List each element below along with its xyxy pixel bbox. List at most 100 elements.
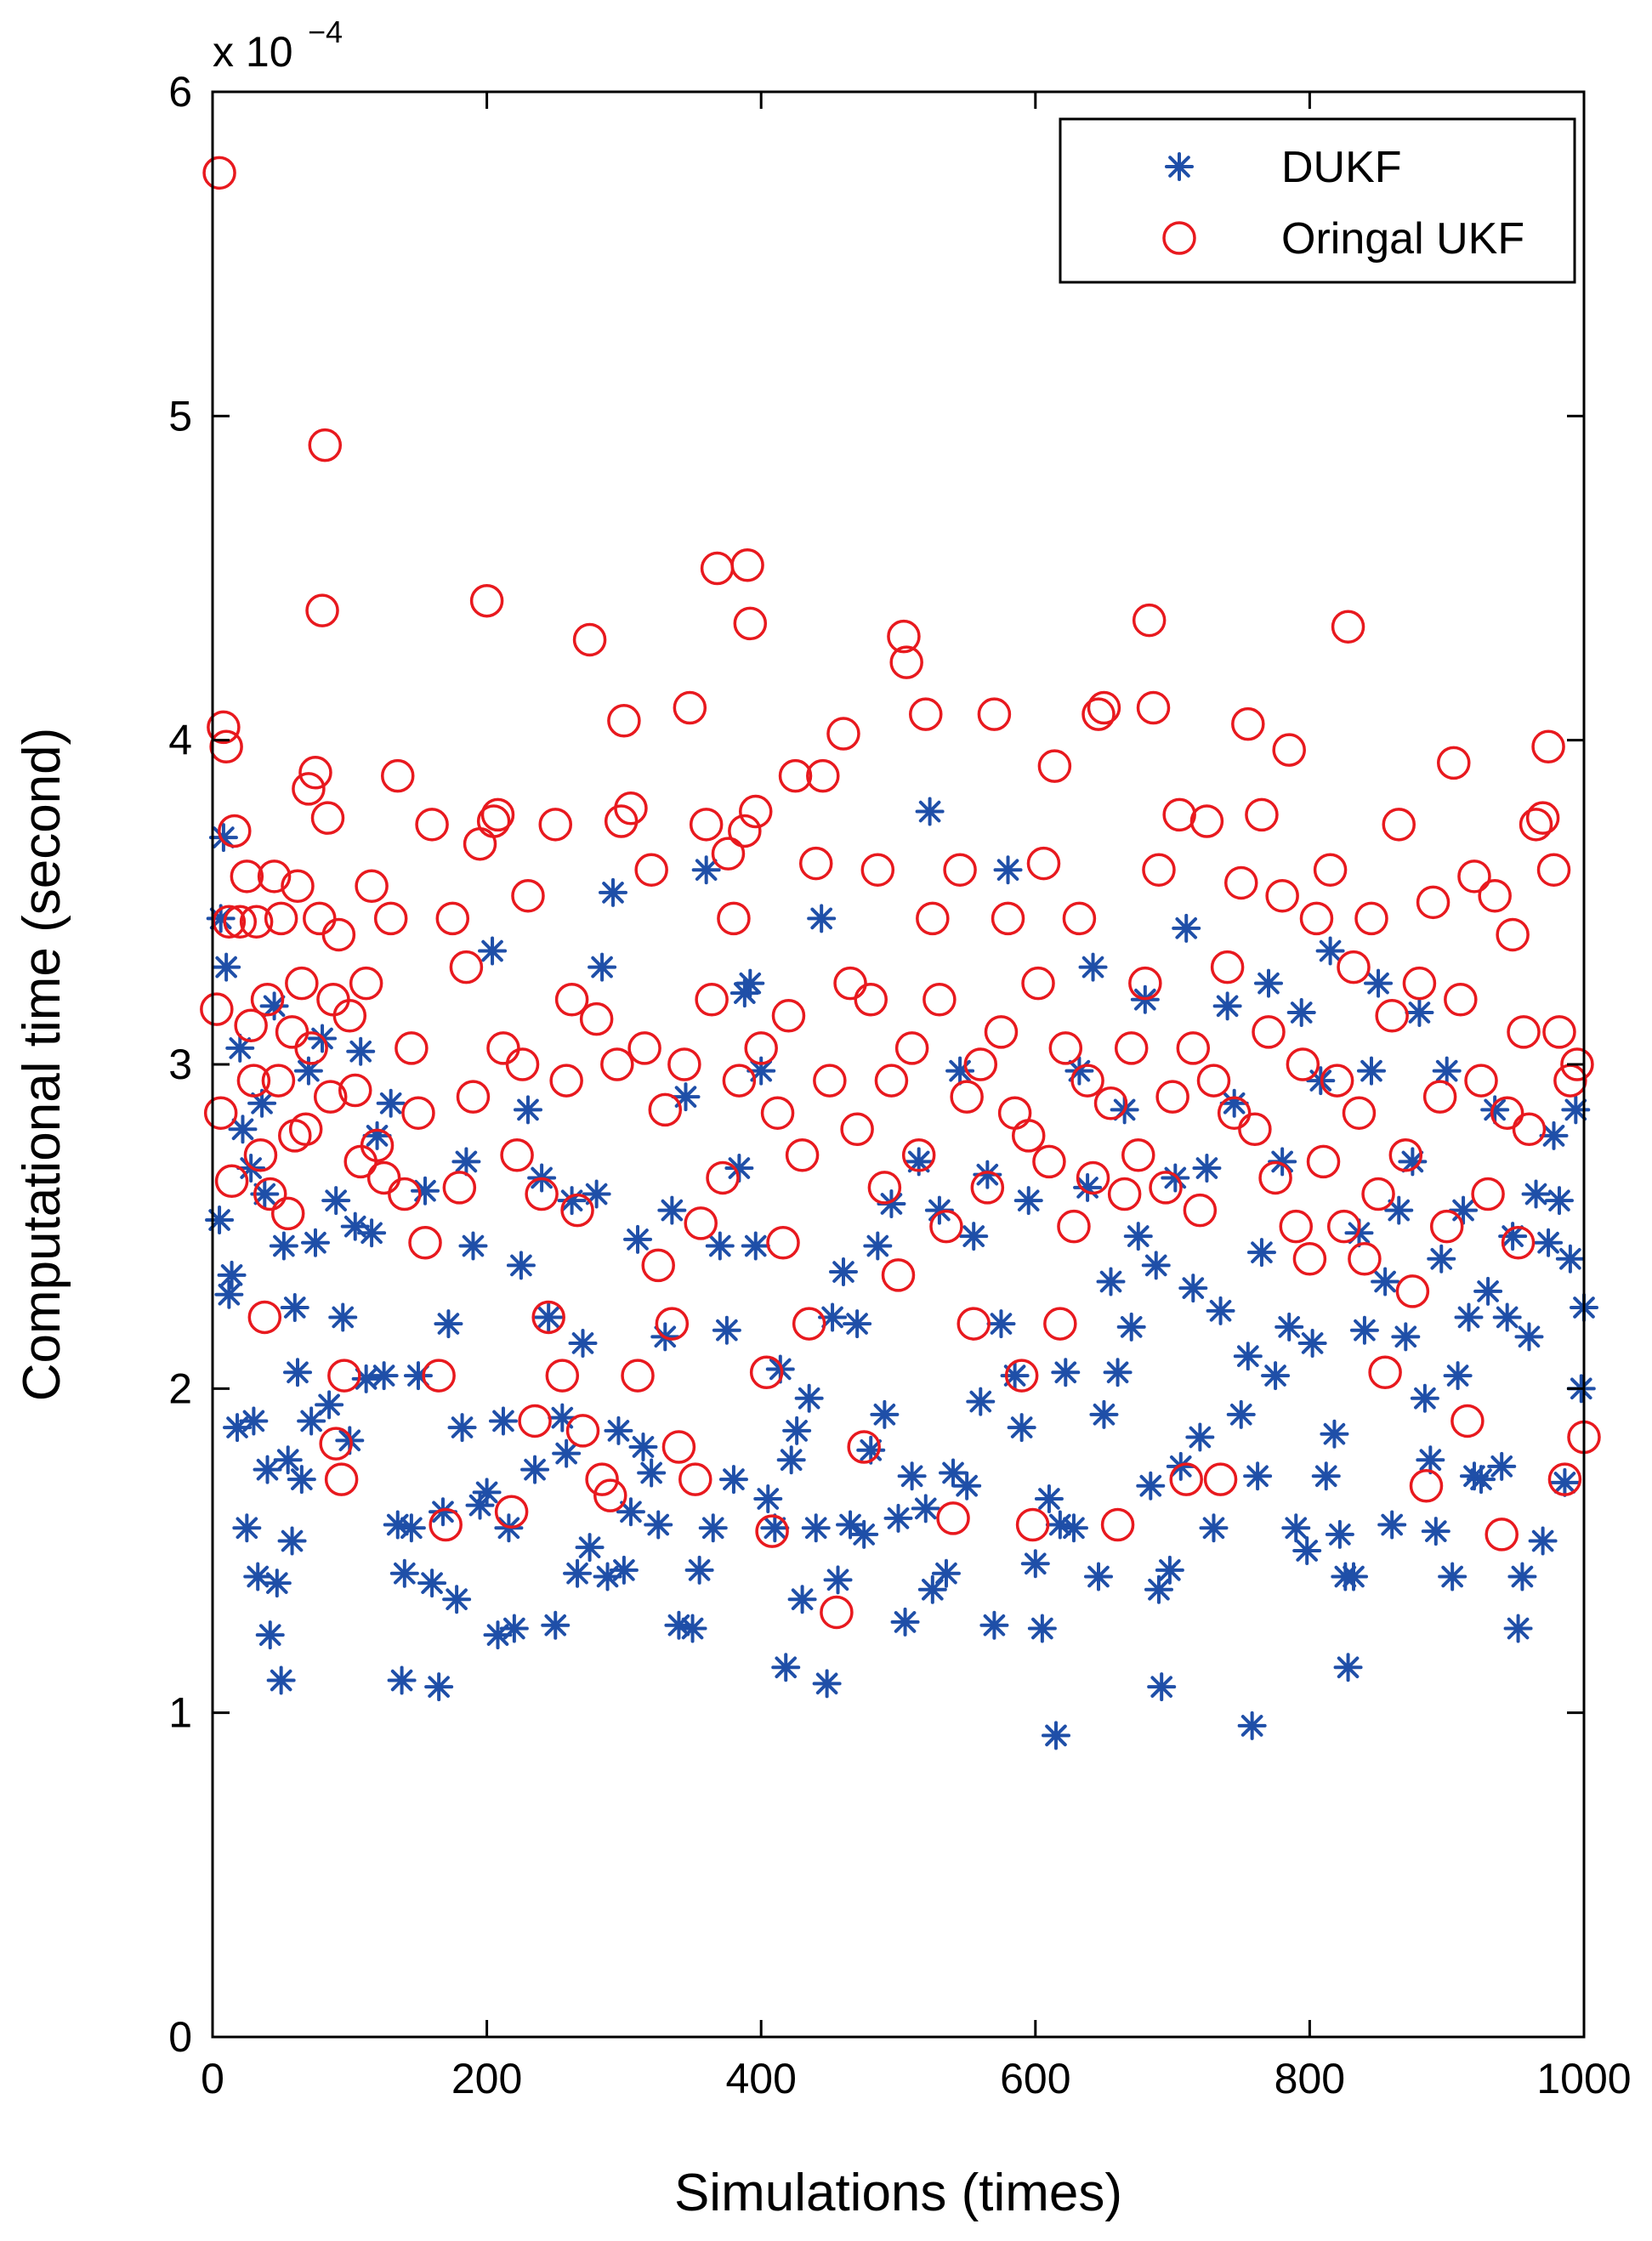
data-point-oringal-ukf [1183,1193,1218,1228]
data-point-oringal-ukf [689,808,724,842]
data-point-oringal-ukf [1320,1064,1354,1098]
data-point-oringal-ukf [950,1080,984,1114]
data-point-oringal-ukf [257,860,292,894]
data-point-dukf [1410,1383,1439,1413]
data-point-dukf [890,1607,920,1637]
data-point-oringal-ukf [250,982,285,1017]
data-point-dukf [1144,1574,1173,1604]
data-point-oringal-ukf [456,1080,491,1114]
data-point-dukf [671,1082,701,1112]
data-point-oringal-ukf [236,1064,271,1098]
data-point-dukf [1141,1251,1171,1280]
data-point-dukf [705,1231,735,1261]
data-point-dukf [801,1513,831,1543]
data-point-oringal-ukf [738,794,773,829]
data-point-dukf [243,1562,273,1591]
data-point-oringal-ukf [1402,966,1437,1001]
data-point-oringal-ukf [381,758,415,793]
data-point-dukf [1438,1562,1467,1591]
data-point-dukf [548,1403,577,1433]
data-point-dukf [952,1471,982,1501]
data-point-dukf [897,1461,927,1491]
data-point-dukf [776,1445,806,1475]
data-point-oringal-ukf [247,1300,282,1335]
data-point-dukf [812,1669,842,1699]
data-point-dukf [1147,1672,1177,1702]
data-point-dukf [1261,1361,1291,1391]
data-point-dukf [1013,1186,1043,1216]
data-point-oringal-ukf [1331,610,1365,644]
data-point-dukf [718,1465,748,1495]
data-point-dukf [598,877,627,907]
data-point-oringal-ukf [695,982,729,1017]
data-point-dukf [262,1569,292,1598]
data-point-dukf [966,1387,996,1416]
legend-box [1059,117,1576,284]
data-point-oringal-ukf [1210,950,1245,984]
data-point-dukf [387,1665,417,1695]
data-point-oringal-ukf [1048,1031,1083,1065]
data-point-dukf [1405,997,1434,1027]
legend-marker-oringal-ukf [1162,221,1196,255]
data-point-dukf [1206,1296,1235,1325]
data-point-oringal-ukf [661,1430,696,1464]
data-point-dukf [870,1399,900,1429]
data-point-oringal-ukf [1450,1404,1485,1438]
data-point-oringal-ukf [1457,860,1491,894]
data-point-oringal-ukf [717,901,751,936]
data-point-oringal-ukf [1176,1031,1211,1065]
legend: DUKF Oringal UKF [1059,117,1576,284]
data-point-oringal-ukf [1313,853,1348,887]
data-point-oringal-ukf [778,758,813,793]
data-point-dukf [1199,1513,1229,1543]
data-point-oringal-ukf [310,801,345,835]
data-point-dukf [1492,1302,1522,1332]
data-point-oringal-ukf [1162,797,1196,832]
data-point-oringal-ukf [230,860,264,894]
y-tick-label: 3 [168,1041,192,1088]
data-point-oringal-ukf [909,697,943,731]
data-point-oringal-ukf [338,1073,372,1108]
legend-label-dukf: DUKF [1281,143,1402,192]
data-point-dukf [1078,952,1108,982]
data-point-dukf [771,1653,801,1682]
data-point-dukf [1123,1222,1153,1251]
data-point-oringal-ukf [730,547,764,582]
data-point-oringal-ukf [820,1595,854,1630]
data-point-oringal-ukf [500,1138,534,1172]
data-point-dukf [698,1513,728,1543]
data-point-oringal-ukf [1354,901,1388,936]
data-point-dukf [228,1115,258,1144]
y-tick-label: 5 [168,392,192,440]
data-point-dukf [563,1558,593,1588]
data-point-dukf [205,1206,235,1235]
data-point-oringal-ukf [621,1359,655,1393]
data-point-oringal-ukf [1032,1144,1066,1179]
data-point-oringal-ukf [854,982,888,1017]
data-point-dukf [753,1484,783,1513]
data-point-dukf [1096,1267,1126,1296]
data-point-oringal-ukf [218,814,252,848]
data-point-oringal-ukf [1444,982,1478,1017]
data-point-oringal-ukf [1128,966,1162,1001]
data-point-dukf [376,1088,406,1118]
data-point-oringal-ukf [593,1478,627,1512]
data-point-oringal-ukf [1348,1242,1382,1276]
data-point-oringal-ukf [749,1355,784,1390]
data-point-dukf [1550,1467,1580,1497]
data-point-oringal-ukf [684,1206,718,1240]
data-point-oringal-ukf [607,704,641,738]
data-point-oringal-ukf [209,729,243,764]
series-oringal-ukf [200,156,1601,1630]
data-point-oringal-ukf [1245,797,1279,832]
data-point-oringal-ukf [1437,746,1471,780]
data-point-oringal-ukf [867,1171,902,1205]
data-point-dukf [863,1231,893,1261]
data-point-dukf [266,1665,296,1695]
data-point-dukf [1325,1519,1354,1549]
data-point-dukf [1083,1562,1113,1591]
data-point-dukf [208,823,238,853]
data-point-dukf [225,1033,255,1063]
